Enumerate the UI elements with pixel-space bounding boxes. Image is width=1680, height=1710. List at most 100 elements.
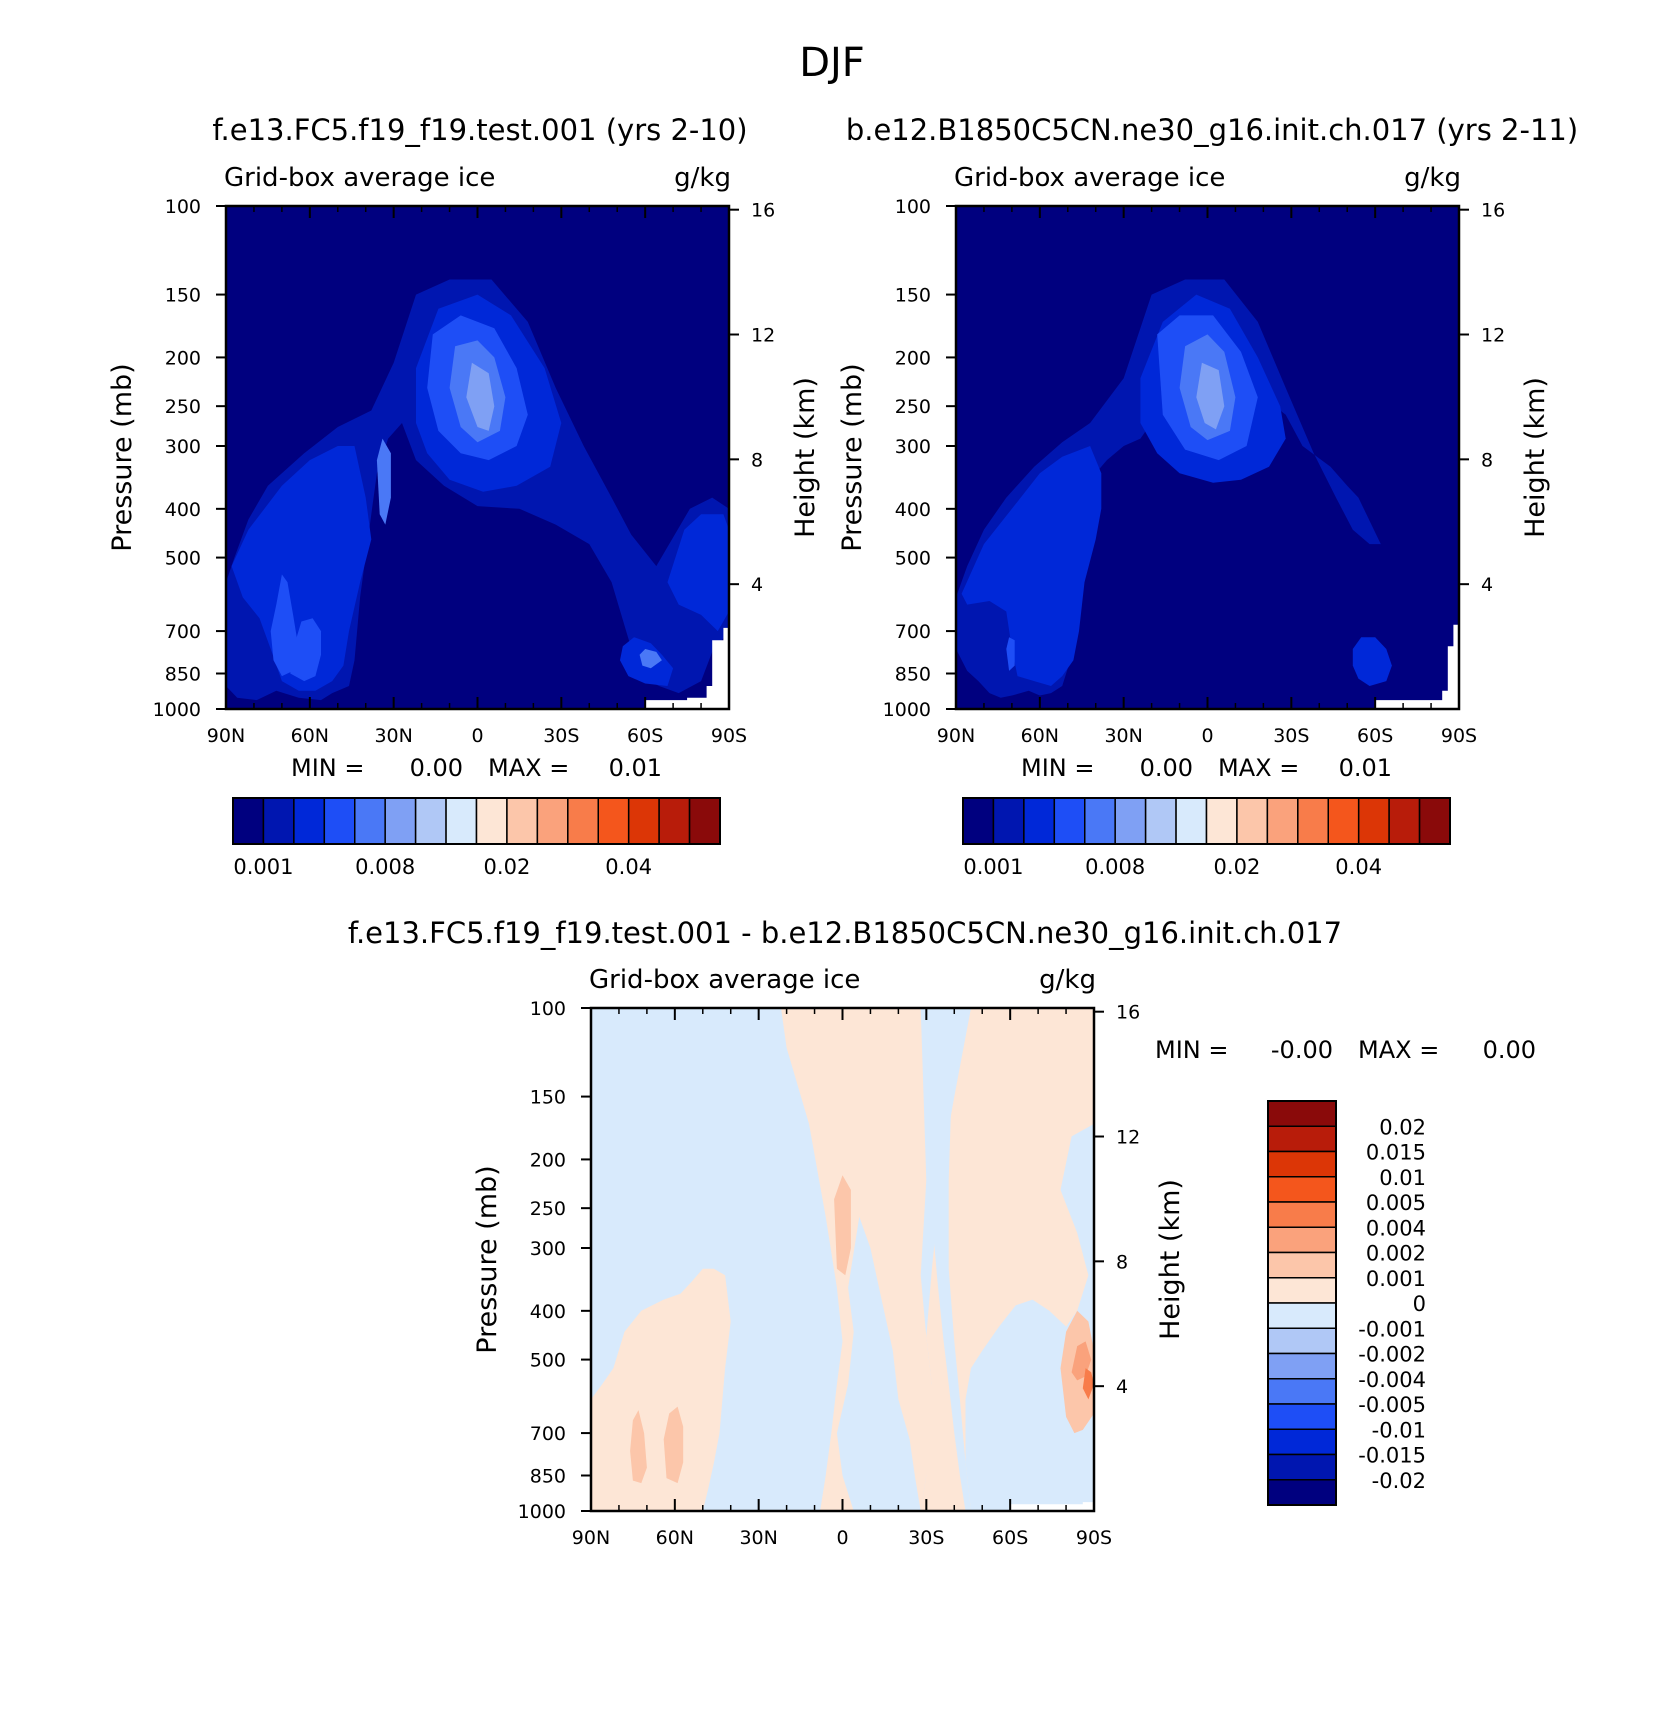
colorbar-label: 0.01 [1379,1166,1426,1190]
height-tick-label: 8 [1481,449,1493,471]
contour-level-pos4-sh [1082,1368,1094,1400]
colorbar-box [414,797,447,845]
x-tick-label: 90S [1076,1527,1112,1549]
colorbar-box [1267,1327,1337,1355]
contour-level-pos2-tropics [834,1175,851,1276]
colorbar-box [1114,797,1147,845]
contour-level-3-nh [1006,637,1015,671]
y-tick-label: 700 [530,1423,566,1445]
colorbar-label: 0.04 [605,855,652,879]
colorbar-label: -0.001 [1358,1317,1426,1341]
x-tick-label: 30S [1273,725,1309,747]
colorbar-box [1418,797,1451,845]
colorbar-label: -0.02 [1372,1469,1426,1493]
y-tick-label: 1000 [883,699,931,721]
colorbar-box [1267,1453,1337,1481]
contour-level-2 [231,446,372,691]
stat-max-value: 0.00 [1483,1036,1536,1064]
colorbar-box [1144,797,1177,845]
colorbar-box [1267,1302,1337,1329]
colorbar-box [1175,797,1208,845]
colorbar-box [1267,1378,1337,1405]
contour-level-4-sh [639,649,662,669]
y-tick-label: 500 [165,548,201,570]
colorbar-box [1267,1226,1337,1254]
right-axis-label: Height (km) [790,377,821,538]
stat-min-label: MIN = [1021,754,1094,782]
y-tick-label: 500 [530,1350,566,1372]
y-axis-label: Pressure (mb) [107,363,138,551]
figure-title: DJF [799,40,865,86]
colorbar-label: 0.002 [1366,1242,1426,1266]
y-tick-label: 850 [165,663,201,685]
contour-level-3-core [290,618,321,682]
colorbar-box [1388,797,1421,845]
panel-difference: 90N 60N 30N 0 30S 60S 90S 100 150 200 250 300 400 500… [472,965,1536,1549]
x-tick-label: 60S [627,725,663,747]
colorbar-box [384,797,417,845]
colorbar-label: 0.004 [1366,1216,1426,1240]
x-tick-label: 0 [836,1527,848,1549]
y-tick-label: 850 [895,663,931,685]
colorbar-frame [962,797,1451,845]
colorbar-box [688,797,721,845]
x-tick-label: 90S [1441,725,1477,747]
y-tick-label: 400 [165,499,201,521]
colorbar-label: 0.02 [1214,855,1261,879]
colorbar-box [262,797,295,845]
colorbar-box [1267,1125,1337,1153]
panel-model: 90N 60N 30N 0 30S 60S 90S 100 150 200 250 300 400 500… [107,163,821,879]
y-tick-label: 400 [895,499,931,521]
stat-min-value: 0.00 [410,754,463,782]
y-axis-label: Pressure (mb) [472,1165,503,1353]
contour-level-2-sh [667,514,729,632]
colorbar-label: -0.004 [1358,1368,1426,1392]
colorbar-box [323,797,356,845]
colorbar-frame [232,797,721,845]
y-tick-label: 100 [530,998,566,1020]
y-tick-label: 200 [895,347,931,369]
missing-data-mask [1010,1502,1094,1511]
height-tick-label: 12 [1481,325,1505,347]
stat-max-label: MAX = [488,754,569,782]
contour-level-2-sh-low [1352,637,1392,686]
stat-max-value: 0.01 [1339,754,1392,782]
y-tick-label: 850 [530,1465,566,1487]
panel-units: g/kg [1039,965,1096,995]
right-axis-label: Height (km) [1520,377,1551,538]
colorbar-box [506,797,539,845]
colorbar-box [1267,1479,1337,1506]
contour-level-pos2-a [630,1410,647,1484]
height-tick-label: 8 [751,449,763,471]
stat-min-value: 0.00 [1140,754,1193,782]
x-tick-label: 90N [937,725,975,747]
height-tick-label: 16 [751,200,775,222]
x-tick-label: 60N [1021,725,1059,747]
y-tick-label: 100 [165,196,201,218]
right-axis-label: Height (km) [1155,1179,1186,1340]
y-tick-label: 400 [530,1301,566,1323]
y-tick-label: 250 [165,396,201,418]
y-tick-label: 700 [165,621,201,643]
stat-min-label: MIN = [1155,1036,1228,1064]
colorbar-label: -0.01 [1372,1418,1426,1442]
contour-level-4-nh [376,438,391,525]
y-tick-label: 150 [530,1087,566,1109]
colorbar-box [658,797,691,845]
height-tick-label: 16 [1116,1002,1140,1024]
colorbar-label: 0 [1413,1292,1426,1316]
missing-data-mask [645,627,729,709]
y-tick-label: 700 [895,621,931,643]
colorbar-box [992,797,1025,845]
colorbar-box [293,797,326,845]
panel-left-title: Grid-box average ice [224,163,495,193]
height-tick-label: 4 [751,574,763,596]
height-tick-label: 12 [1116,1127,1140,1149]
colorbar-box [627,797,660,845]
x-tick-label: 30S [543,725,579,747]
colorbar-label: -0.005 [1358,1393,1426,1417]
contour-negative-sh-band [920,1008,971,1511]
colorbar-box [1297,797,1329,845]
panel-title-left: f.e13.FC5.f19_f19.test.001 (yrs 2-10) [212,113,747,147]
contour-positive-nh [591,1268,731,1511]
